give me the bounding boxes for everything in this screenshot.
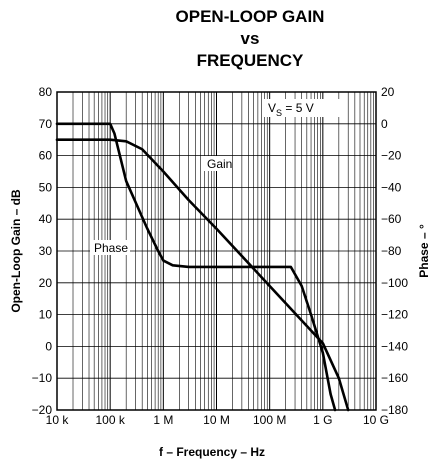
y-right-tick-label: 0	[381, 117, 388, 131]
label-background	[90, 240, 130, 255]
x-tick-label: 10 k	[46, 413, 70, 427]
y-right-tick-label: −140	[381, 339, 408, 353]
y-right-tick-label: −80	[381, 244, 402, 258]
y-tick-label: 0	[45, 339, 52, 353]
series-label-phase: Phase	[94, 241, 128, 255]
y-tick-label: −10	[32, 371, 53, 385]
y-tick-label: 20	[39, 276, 53, 290]
curve-labels: Gain Phase VS = 5 V	[90, 99, 344, 255]
chart-title: OPEN-LOOP GAIN vs FREQUENCY	[176, 7, 325, 70]
title-line: vs	[241, 29, 260, 48]
plot-frame	[56, 91, 377, 411]
y-right-tick-label: −180	[381, 403, 408, 417]
y-axis-title: Open-Loop Gain – dB	[9, 189, 23, 313]
x-tick-label: 1 G	[313, 413, 332, 427]
curves	[55, 122, 350, 412]
y-tick-label: 10	[39, 308, 53, 322]
x-tick-label: 10 M	[203, 413, 230, 427]
annotation-background	[264, 99, 344, 117]
x-tick-label: 1 M	[153, 413, 173, 427]
label-background	[203, 156, 232, 171]
y-right-tick-label: −60	[381, 212, 402, 226]
y-right-tick-label: −160	[381, 371, 408, 385]
x-tick-label: 100 k	[95, 413, 125, 427]
y-right-tick-label: −120	[381, 308, 408, 322]
y-tick-label: 50	[39, 180, 53, 194]
y-axis-right-title: Phase – °	[417, 224, 430, 278]
y-tick-label: −20	[32, 403, 53, 417]
series-line-gain	[55, 138, 350, 412]
title-line: FREQUENCY	[197, 51, 304, 70]
series-line-phase	[55, 122, 337, 412]
y-right-tick-label: −100	[381, 276, 408, 290]
annotation-value: = 5 V	[282, 101, 314, 115]
x-axis-title: f – Frequency – Hz	[159, 445, 265, 459]
x-tick-label: 10 G	[363, 413, 389, 427]
y-right-tick-label: −40	[381, 180, 402, 194]
x-tick-label: 100 M	[253, 413, 286, 427]
plot-border	[56, 91, 377, 411]
y-tick-label: 70	[39, 117, 53, 131]
title-line: OPEN-LOOP GAIN	[176, 7, 325, 26]
y-tick-label: 30	[39, 244, 53, 258]
y-right-tick-label: −20	[381, 149, 402, 163]
series-label-gain: Gain	[207, 157, 232, 171]
supply-voltage-annotation: VS = 5 V	[268, 101, 314, 118]
y-tick-label: 40	[39, 212, 53, 226]
annotation-main: V	[268, 101, 276, 115]
y-tick-label: 60	[39, 149, 53, 163]
annotation-subscript: S	[276, 108, 282, 118]
y-tick-label: 80	[39, 85, 53, 99]
y-right-tick-label: 20	[381, 85, 395, 99]
